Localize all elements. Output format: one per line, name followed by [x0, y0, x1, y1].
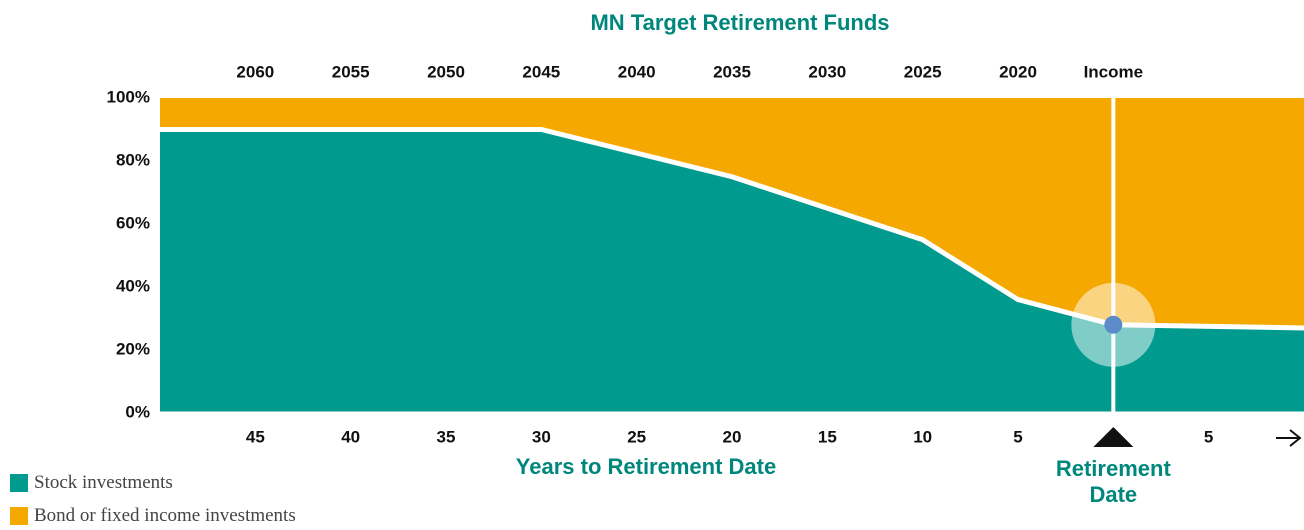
retirement-label: Retirement Date: [1055, 456, 1171, 507]
top-tick-label: 2055: [332, 62, 370, 81]
y-tick-label: 20%: [116, 339, 150, 358]
top-tick-label: 2025: [904, 62, 942, 81]
top-tick-label: 2060: [236, 62, 274, 81]
top-tick-label: 2030: [808, 62, 846, 81]
legend-label: Stock investments: [34, 472, 173, 493]
top-tick-label: 2035: [713, 62, 751, 81]
legend-swatch: [10, 507, 28, 525]
legend-label: Bond or fixed income investments: [34, 505, 296, 526]
x-tick-label: 15: [818, 427, 837, 446]
top-tick-label: 2050: [427, 62, 465, 81]
arrow: [1276, 429, 1302, 447]
y-tick-label: 0%: [125, 402, 150, 421]
y-tick-label: 80%: [116, 150, 150, 169]
highlight-dot: [1104, 315, 1123, 334]
chart-title: MN Target Retirement Funds: [590, 10, 889, 35]
y-tick-label: 60%: [116, 213, 150, 232]
x-tick-label: 25: [627, 427, 646, 446]
area: [160, 98, 1304, 328]
x-tick-label: 5: [1204, 427, 1213, 446]
area: [160, 129, 1304, 413]
x-tick-label: 10: [913, 427, 932, 446]
x-tick-label: 40: [341, 427, 360, 446]
legend-item: Bond or fixed income investments: [10, 505, 296, 527]
x-axis-title: Years to Retirement Date: [516, 454, 776, 479]
legend-item: Stock investments: [10, 472, 173, 494]
legend-swatch: [10, 474, 28, 492]
x-tick-label: 20: [723, 427, 742, 446]
top-tick-label: Income: [1084, 62, 1144, 81]
x-tick-label: 5: [1013, 427, 1022, 446]
x-tick-label: 30: [532, 427, 551, 446]
top-tick-label: 2020: [999, 62, 1037, 81]
top-tick-label: 2045: [522, 62, 560, 81]
x-tick-label: 35: [437, 427, 456, 446]
y-tick-label: 40%: [116, 276, 150, 295]
x-tick-label: 45: [246, 427, 265, 446]
y-tick-label: 100%: [107, 87, 150, 106]
retirement-triangle: [1093, 427, 1134, 447]
top-tick-label: 2040: [618, 62, 656, 81]
